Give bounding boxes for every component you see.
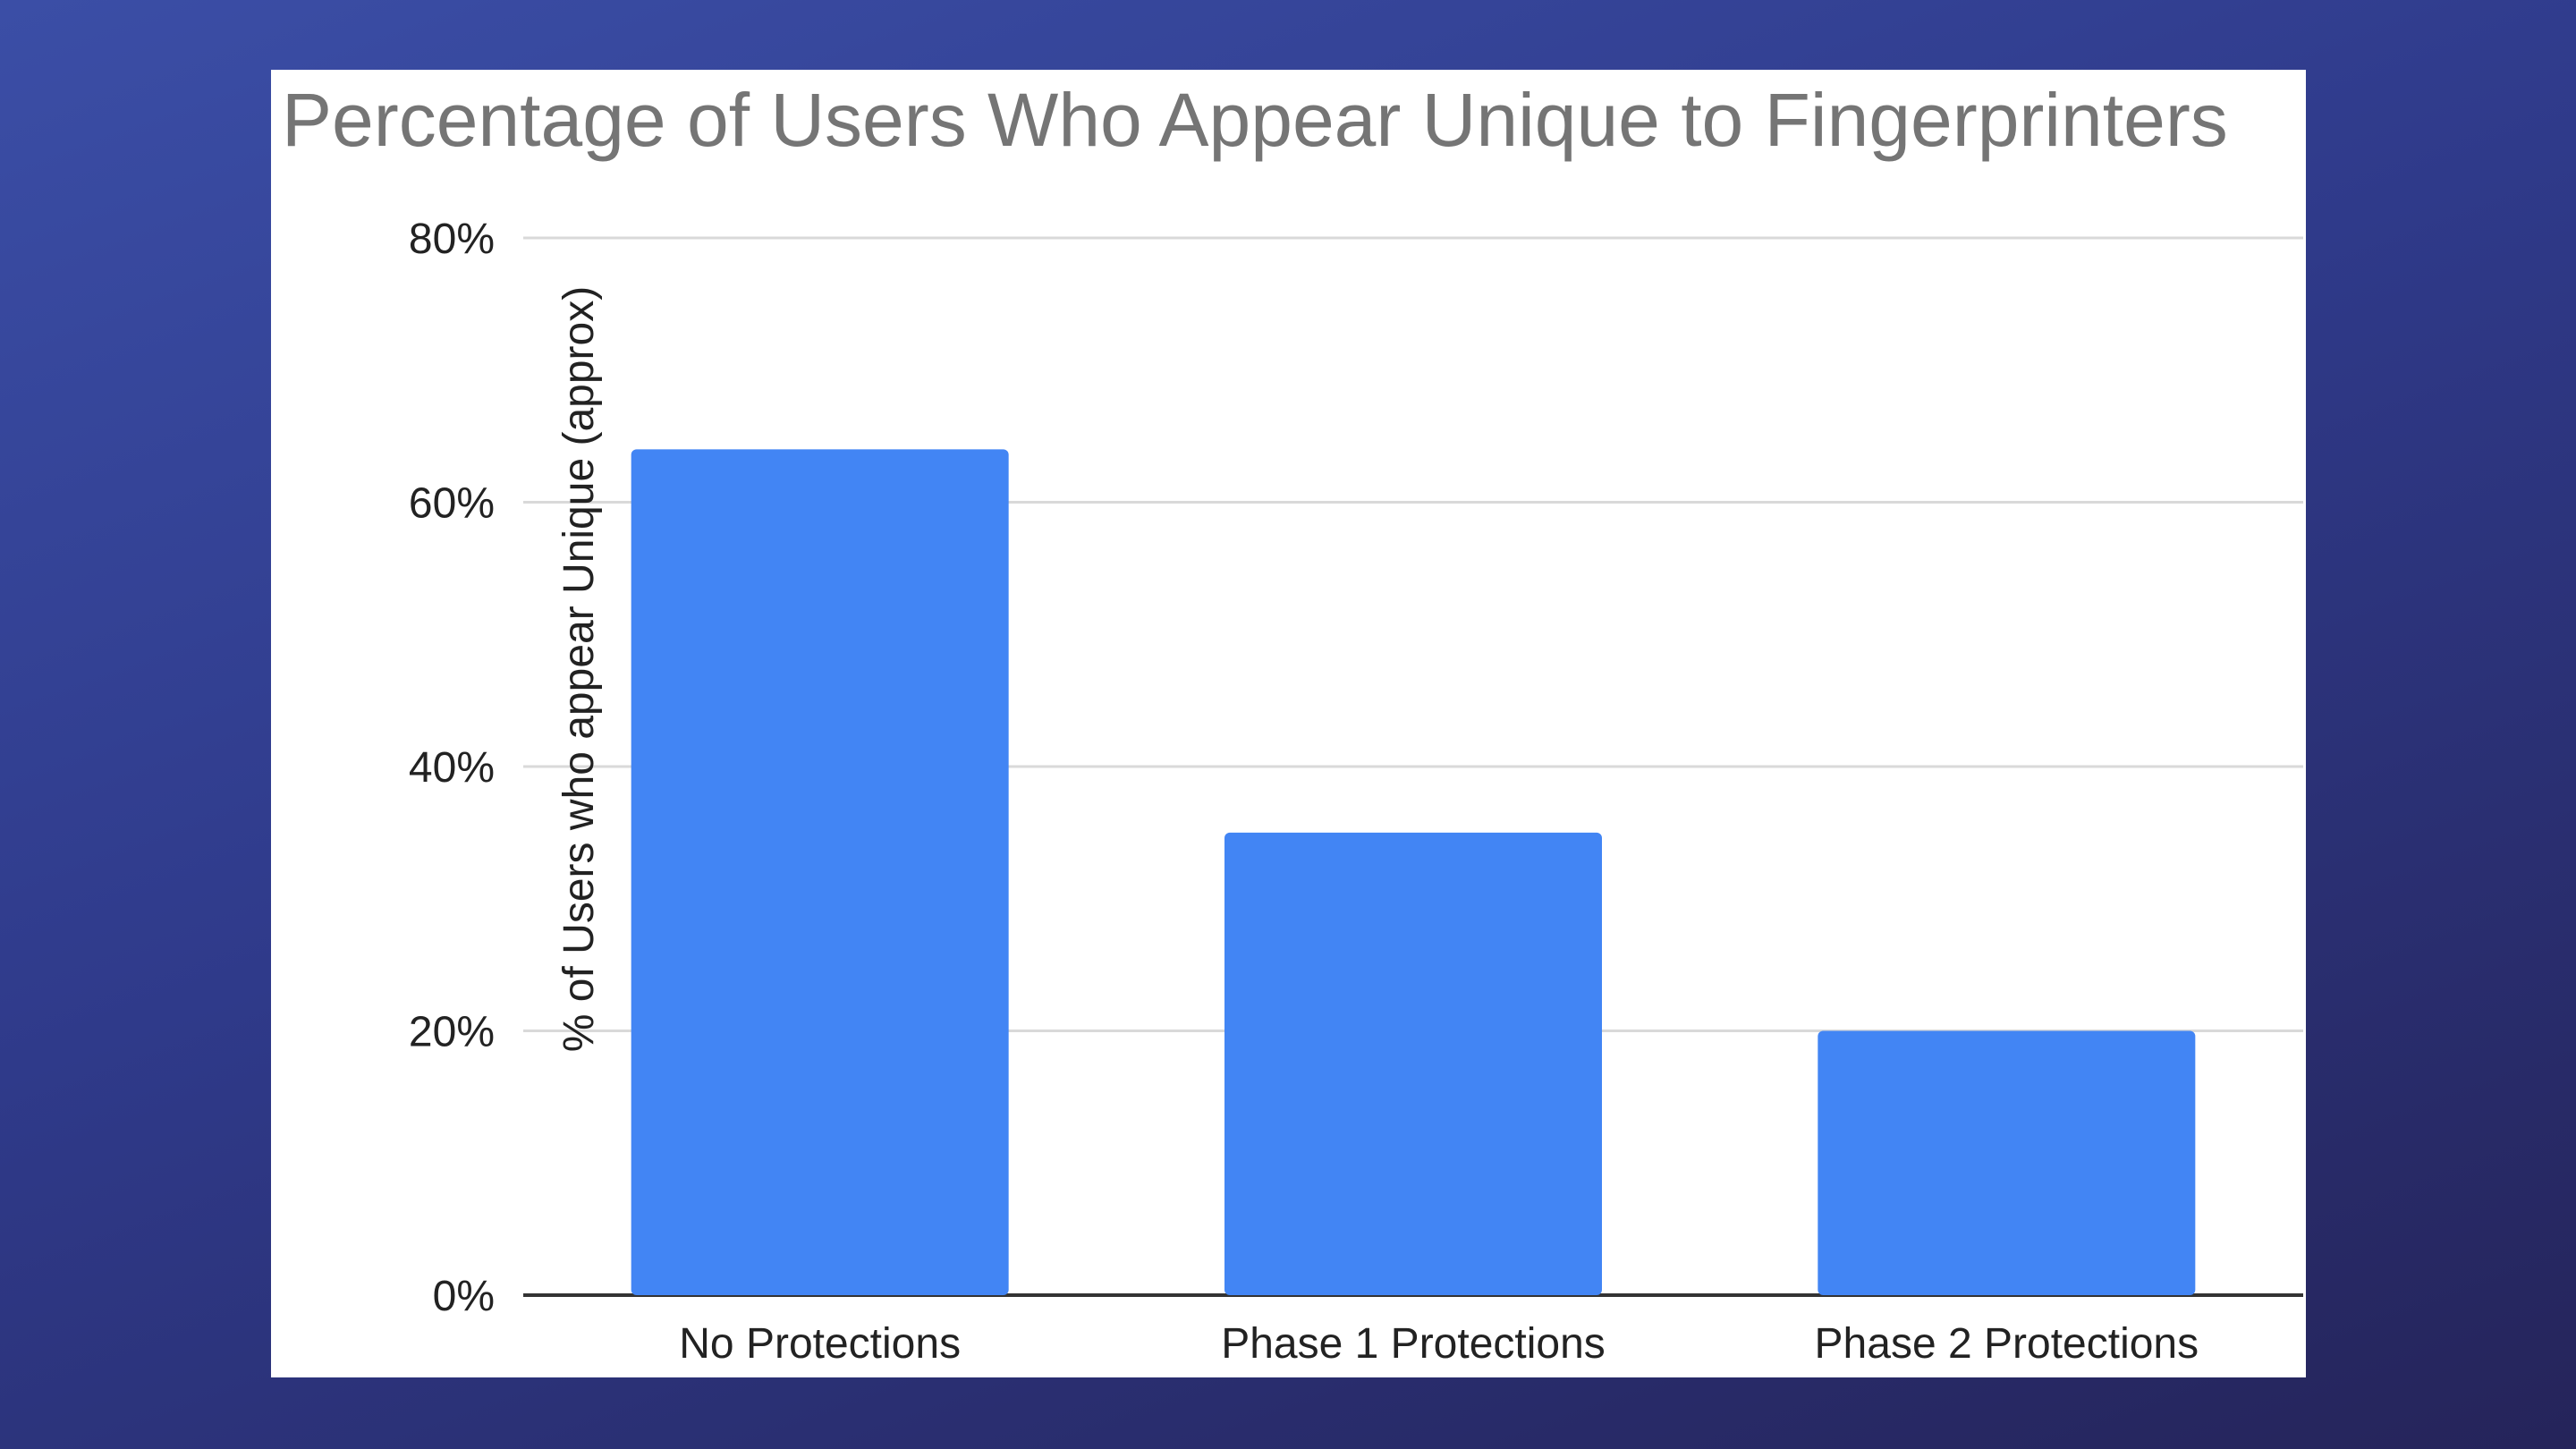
- y-tick-labels: 0% 20% 40% 60% 80%: [409, 216, 495, 1320]
- bar-chart: 0% 20% 40% 60% 80% No Protections Phase 1 Pro…: [409, 216, 2303, 1368]
- y-tick-label: 40%: [409, 744, 495, 792]
- bar: [631, 449, 1009, 1295]
- y-tick-label: 20%: [409, 1009, 495, 1056]
- x-tick-label: Phase 2 Protections: [1815, 1320, 2199, 1368]
- x-tick-label: No Protections: [679, 1320, 961, 1368]
- bars: [631, 449, 2196, 1295]
- chart-title: Percentage of Users Who Appear Unique to…: [282, 78, 2228, 162]
- y-tick-label: 0%: [433, 1273, 495, 1320]
- x-tick-label: Phase 1 Protections: [1221, 1320, 1606, 1368]
- x-tick-labels: No Protections Phase 1 Protections Phase 2…: [679, 1320, 2199, 1368]
- y-tick-label: 60%: [409, 480, 495, 528]
- bar: [1818, 1030, 2196, 1295]
- bar: [1224, 832, 1602, 1295]
- y-tick-label: 80%: [409, 216, 495, 263]
- chart-panel: Percentage of Users Who Appear Unique to…: [271, 70, 2306, 1377]
- y-axis-label: % of Users who appear Unique (approx): [555, 286, 603, 1052]
